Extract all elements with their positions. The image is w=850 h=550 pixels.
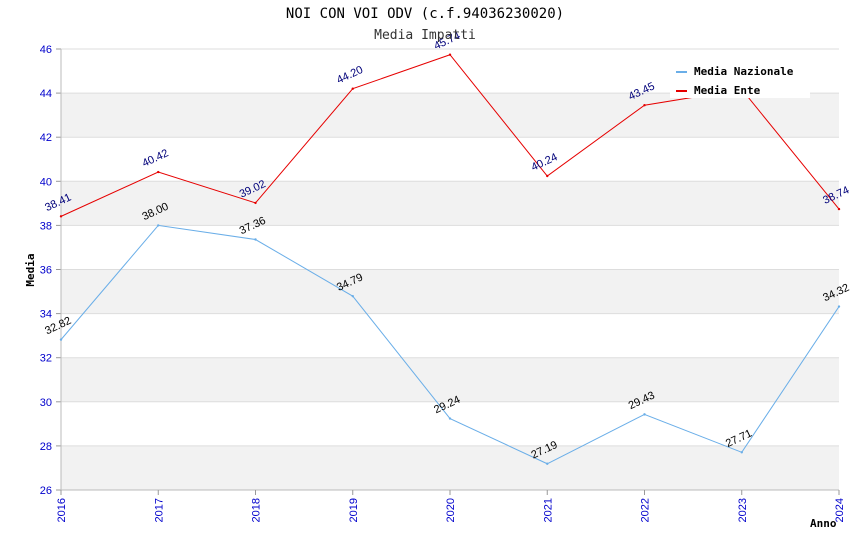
data-point xyxy=(643,413,646,416)
y-tick-label: 44 xyxy=(40,88,52,100)
data-point xyxy=(740,451,743,454)
data-point xyxy=(254,201,257,205)
gridlines xyxy=(56,48,839,491)
legend-label-nazionale: Media Nazionale xyxy=(694,65,794,78)
data-point xyxy=(157,170,160,174)
x-tick-labels: 2016 2017 2018 2019 2020 2021 2022 2023 2024 xyxy=(56,490,846,522)
plot-bands xyxy=(61,93,839,490)
y-tick-label: 30 xyxy=(40,397,52,409)
y-tick-label: 40 xyxy=(40,176,52,188)
x-tick-label: 2024 xyxy=(834,498,846,522)
y-tick-labels: 26 28 30 32 34 36 38 40 42 44 46 xyxy=(40,44,52,497)
data-point xyxy=(351,294,354,298)
x-tick-label: 2020 xyxy=(445,498,457,522)
data-point xyxy=(546,174,549,178)
plot-band xyxy=(61,445,839,490)
data-point xyxy=(59,215,63,218)
data-point xyxy=(837,305,841,308)
data-point xyxy=(837,207,841,211)
series-line-media-nazionale xyxy=(60,224,840,465)
plot-band xyxy=(61,269,839,314)
x-tick-label: 2019 xyxy=(348,498,360,522)
data-point xyxy=(643,104,646,107)
legend: Media Nazionale Media Ente xyxy=(670,60,810,98)
y-tick-label: 26 xyxy=(40,485,52,497)
y-tick-label: 34 xyxy=(40,309,52,321)
y-tick-label: 36 xyxy=(40,265,52,277)
plot-band xyxy=(61,93,839,138)
data-label: 44.20 xyxy=(335,64,365,87)
legend-box xyxy=(670,60,810,98)
x-tick-label: 2022 xyxy=(640,498,652,522)
data-label: 40.42 xyxy=(140,147,170,170)
data-point xyxy=(254,238,257,241)
chart-subtitle: Media Impatti xyxy=(374,28,476,43)
x-tick-label: 2017 xyxy=(153,498,165,522)
legend-label-ente: Media Ente xyxy=(694,84,761,97)
data-point xyxy=(448,417,452,420)
data-point xyxy=(351,87,354,90)
data-point xyxy=(546,462,549,465)
x-tick-label: 2018 xyxy=(251,498,263,522)
y-tick-label: 38 xyxy=(40,220,52,232)
x-tick-label: 2016 xyxy=(56,498,68,522)
x-tick-label: 2023 xyxy=(737,498,749,522)
x-axis-label: Anno xyxy=(810,517,837,530)
y-tick-label: 28 xyxy=(40,441,52,453)
plot-band xyxy=(61,357,839,402)
y-axis-label: Media xyxy=(24,253,37,286)
y-tick-label: 32 xyxy=(40,353,52,365)
data-point xyxy=(448,53,452,56)
chart-title: NOI CON VOI ODV (c.f.94036230020) xyxy=(286,6,564,22)
x-tick-label: 2021 xyxy=(542,498,554,522)
plot-band xyxy=(61,181,839,226)
y-tick-label: 46 xyxy=(40,44,52,56)
data-point xyxy=(157,224,160,227)
data-point xyxy=(59,338,63,341)
y-tick-label: 42 xyxy=(40,132,52,144)
